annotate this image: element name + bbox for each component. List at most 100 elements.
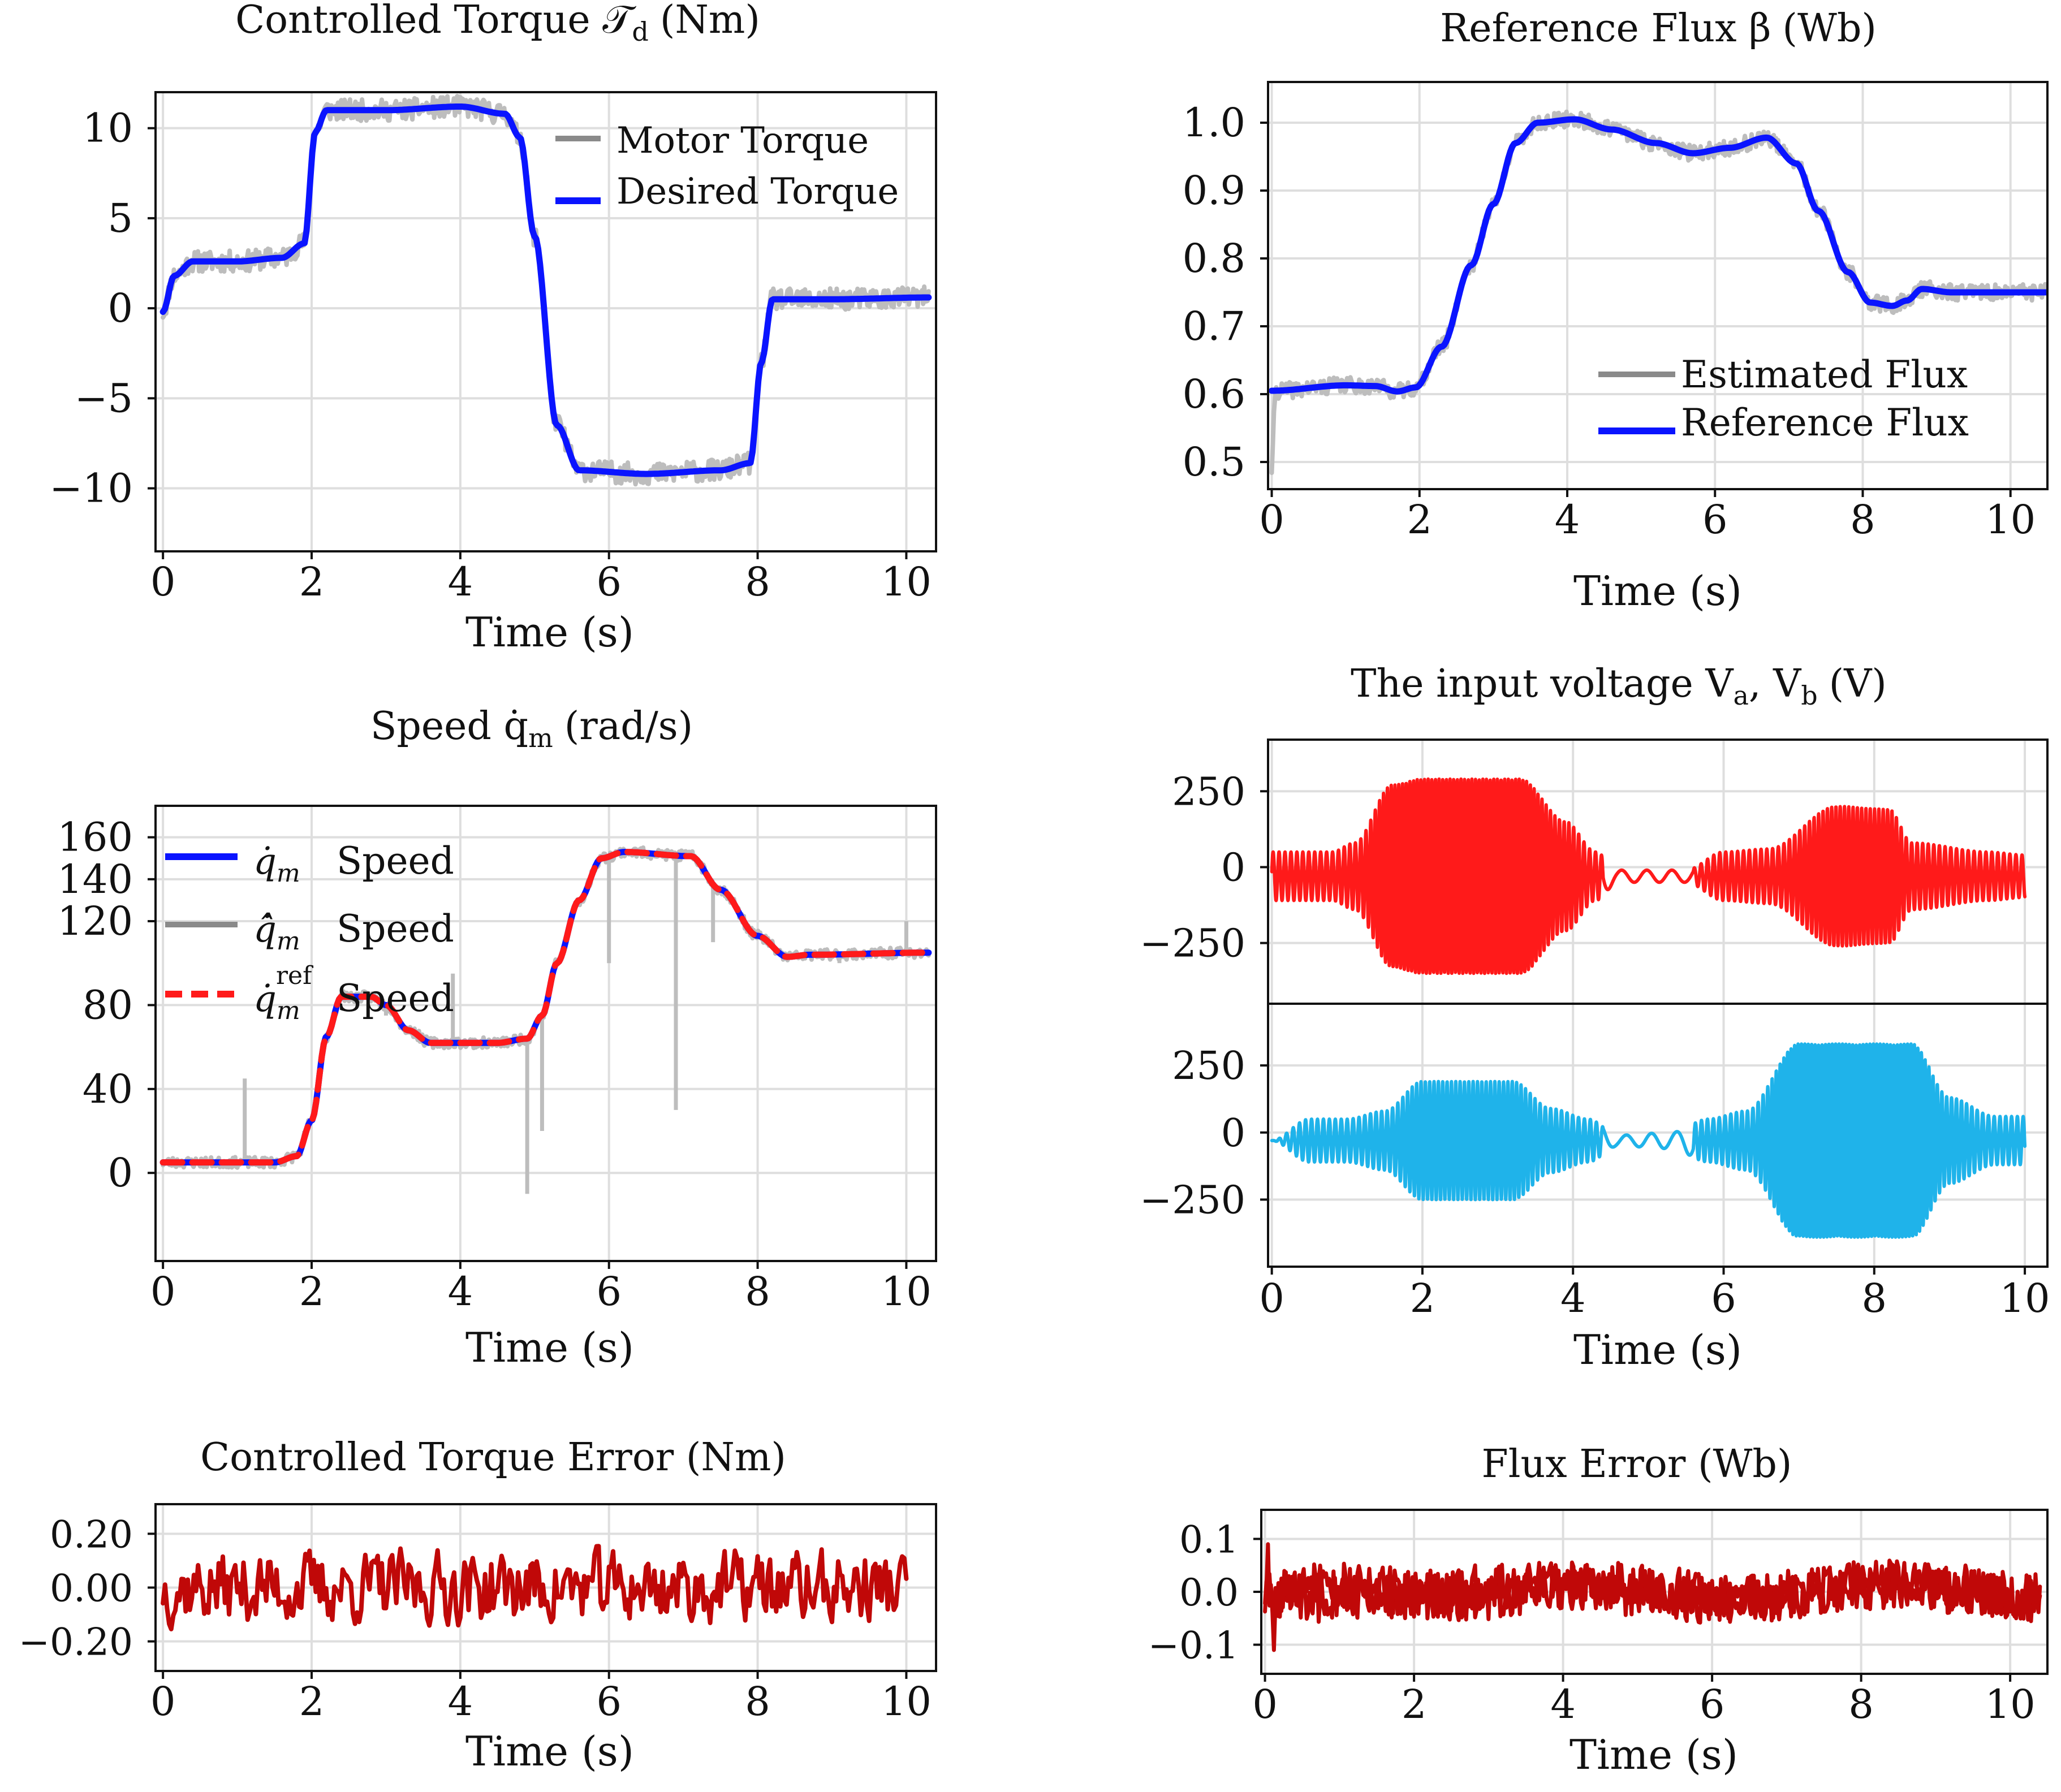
flux-error-xlabel: Time (s) bbox=[1570, 1731, 1738, 1778]
x-tick-label: 6 bbox=[596, 559, 622, 605]
x-tick-label: 10 bbox=[1985, 1681, 2036, 1728]
y-tick-label: −5 bbox=[75, 375, 133, 421]
x-tick-label: 10 bbox=[881, 559, 932, 605]
x-tick-label: 8 bbox=[1850, 496, 1875, 543]
x-tick-label: 8 bbox=[1848, 1681, 1874, 1728]
x-tick-label: 10 bbox=[881, 1268, 932, 1315]
flux-xlabel: Time (s) bbox=[1573, 567, 1742, 615]
y-tick-label: 0 bbox=[107, 285, 133, 331]
y-tick-label: 0.0 bbox=[1179, 1571, 1239, 1614]
y-tick-label: 10 bbox=[83, 105, 133, 152]
voltage-xlabel: Time (s) bbox=[1573, 1326, 1742, 1374]
voltage-V_a-series bbox=[1270, 777, 2027, 975]
y-tick-label: 0.6 bbox=[1183, 371, 1245, 417]
speed-line-2 bbox=[159, 849, 932, 1166]
x-tick-label: 2 bbox=[299, 1268, 325, 1315]
y-tick-label: 0.20 bbox=[50, 1513, 133, 1556]
x-tick-label: 8 bbox=[1862, 1275, 1887, 1322]
y-tick-label: 0.9 bbox=[1183, 167, 1245, 214]
flux-title: Reference Flux β (Wb) bbox=[1440, 6, 1877, 51]
voltage-V_b-series bbox=[1270, 1042, 2027, 1239]
torque-chart: Controlled Torque 𝒯d (Nm) 0 2 4 6 8 10 −10 −5 0 5 1… bbox=[49, 0, 937, 656]
x-tick-label: 4 bbox=[1550, 1681, 1576, 1728]
x-tick-label: 4 bbox=[448, 1268, 473, 1315]
y-tick-label: −0.20 bbox=[19, 1621, 133, 1664]
flux-error-chart: Flux Error (Wb) 0 2 4 6 8 10 −0.1 0.0 0.1 Time (… bbox=[1148, 1442, 2049, 1778]
speed-title: Speed q̇m (rad/s) bbox=[370, 704, 693, 753]
torque-error-title: Controlled Torque Error (Nm) bbox=[200, 1435, 786, 1480]
torque-error-xlabel: Time (s) bbox=[465, 1728, 634, 1775]
legend-label-desired-torque: Desired Torque bbox=[616, 171, 899, 213]
legend-symbol-qm: q̇m bbox=[253, 841, 300, 888]
speed-xlabel: Time (s) bbox=[465, 1324, 634, 1371]
x-tick-label: 10 bbox=[881, 1678, 932, 1725]
x-tick-label: 10 bbox=[2000, 1275, 2050, 1322]
voltage-V_b-frame bbox=[1267, 1003, 2049, 1268]
legend-label-qhat-speed: Speed bbox=[337, 907, 454, 951]
legend-label-estimated-flux: Estimated Flux bbox=[1681, 353, 1968, 396]
y-tick-label: 80 bbox=[83, 982, 133, 1028]
y-tick-label: −250 bbox=[1140, 1178, 1245, 1223]
voltage-chart: The input voltage Va, Vb (V) −250 0 250 −250… bbox=[1140, 662, 2050, 1374]
x-tick-label: 0 bbox=[1252, 1681, 1278, 1728]
flux-error-title: Flux Error (Wb) bbox=[1482, 1442, 1792, 1487]
x-tick-label: 2 bbox=[299, 1678, 325, 1725]
legend-symbol-qhat: q̂̇m bbox=[253, 909, 300, 956]
y-tick-label: −10 bbox=[49, 465, 133, 512]
x-tick-label: 2 bbox=[1410, 1275, 1435, 1322]
x-tick-label: 4 bbox=[1555, 496, 1580, 543]
legend-sup-ref: ref bbox=[276, 961, 313, 990]
legend-label-qm-speed: Speed bbox=[337, 839, 454, 883]
y-tick-label: 140 bbox=[57, 856, 133, 903]
x-tick-label: 0 bbox=[1259, 496, 1284, 543]
x-tick-label: 4 bbox=[448, 1678, 473, 1725]
y-tick-label: 5 bbox=[107, 195, 133, 241]
flux-chart: Reference Flux β (Wb) 0 2 4 6 8 10 0.5 0.6 0.7 0.8… bbox=[1183, 6, 2049, 615]
x-tick-label: 2 bbox=[1402, 1681, 1427, 1728]
torque-title: Controlled Torque 𝒯d (Nm) bbox=[235, 0, 760, 47]
y-tick-label: 0.00 bbox=[50, 1567, 133, 1610]
x-tick-label: 6 bbox=[1711, 1275, 1736, 1322]
legend-label-qref-speed: Speed bbox=[337, 977, 454, 1020]
y-tick-label: 1.0 bbox=[1183, 100, 1245, 146]
y-tick-label: 250 bbox=[1172, 1044, 1245, 1089]
y-tick-label: 0 bbox=[1221, 1111, 1245, 1156]
x-tick-label: 6 bbox=[596, 1268, 622, 1315]
x-tick-label: 2 bbox=[1407, 496, 1432, 543]
torque-series bbox=[159, 93, 932, 487]
legend-label-motor-torque: Motor Torque bbox=[616, 120, 869, 162]
y-tick-label: 40 bbox=[83, 1066, 133, 1112]
x-tick-label: 8 bbox=[745, 1268, 770, 1315]
y-tick-label: 120 bbox=[57, 898, 133, 944]
x-tick-label: 4 bbox=[448, 559, 473, 605]
torque-error-chart: Controlled Torque Error (Nm) 0 2 4 6 8 10 −0.2… bbox=[19, 1435, 937, 1775]
x-tick-label: 6 bbox=[596, 1678, 622, 1725]
y-tick-label: 0.7 bbox=[1183, 303, 1245, 349]
legend-label-reference-flux: Reference Flux bbox=[1681, 401, 1969, 444]
y-tick-label: 0.1 bbox=[1179, 1518, 1239, 1561]
y-tick-label: −0.1 bbox=[1148, 1624, 1239, 1668]
x-tick-label: 2 bbox=[299, 559, 325, 605]
voltage-V_b-line bbox=[1270, 1042, 2027, 1239]
x-tick-label: 0 bbox=[1259, 1275, 1284, 1322]
x-tick-label: 6 bbox=[1700, 1681, 1725, 1728]
y-tick-label: −250 bbox=[1140, 922, 1245, 966]
x-tick-label: 0 bbox=[150, 1678, 176, 1725]
x-tick-label: 4 bbox=[1560, 1275, 1586, 1322]
y-tick-label: 250 bbox=[1172, 770, 1245, 814]
speed-series bbox=[159, 845, 932, 1194]
flux-series bbox=[1269, 109, 2047, 476]
y-tick-label: 0 bbox=[1221, 845, 1245, 890]
torque-frame bbox=[154, 91, 937, 552]
torque_error-series bbox=[161, 1544, 909, 1631]
torque_error-line bbox=[161, 1544, 909, 1631]
y-tick-label: 0.8 bbox=[1183, 235, 1245, 282]
flux_error-line-2 bbox=[1263, 1558, 2042, 1625]
torque-xlabel: Time (s) bbox=[465, 608, 634, 656]
torque-legend: Motor Torque Desired Torque bbox=[555, 120, 899, 213]
y-tick-label: 0 bbox=[107, 1150, 133, 1196]
x-tick-label: 10 bbox=[1985, 496, 2036, 543]
x-tick-label: 0 bbox=[150, 559, 176, 605]
x-tick-label: 0 bbox=[150, 1268, 176, 1315]
